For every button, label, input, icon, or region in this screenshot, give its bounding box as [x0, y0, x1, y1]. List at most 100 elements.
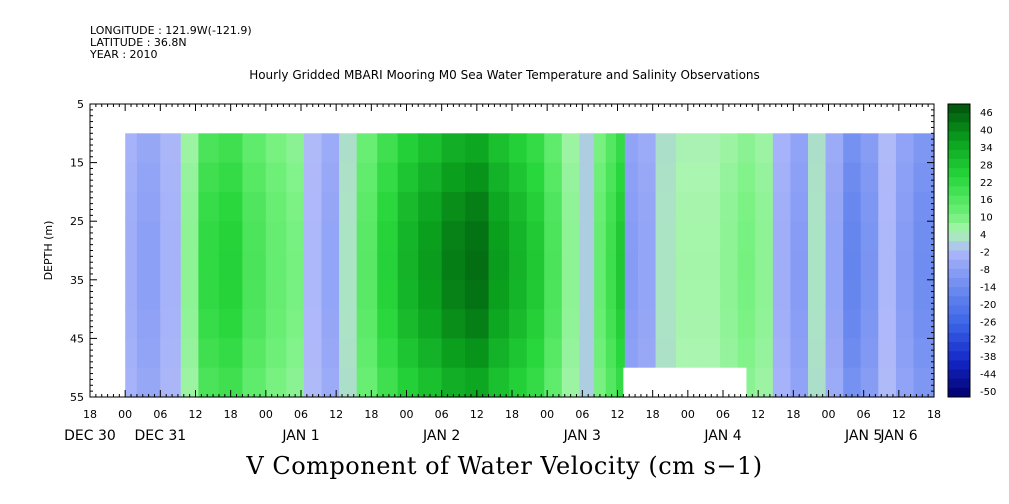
x-day-label: JAN 3 [563, 428, 601, 444]
heatmap-cell [579, 367, 595, 398]
heatmap-cell [544, 279, 563, 310]
heatmap-cell [638, 279, 657, 310]
heatmap-cell [878, 162, 897, 193]
heatmap-cell [594, 162, 607, 193]
heatmap-cell [198, 162, 220, 193]
heatmap-cell [356, 367, 378, 398]
heatmap-cell [655, 191, 677, 222]
heatmap-cell [594, 133, 607, 164]
latitude-label: LATITUDE : 36.8N [90, 36, 187, 49]
x-hour-label: 12 [611, 408, 625, 421]
heatmap-cell [441, 338, 466, 369]
heatmap-cell [638, 338, 657, 369]
heatmap-cell [160, 309, 182, 339]
heatmap-cell [160, 338, 182, 369]
heatmap-cell [755, 309, 774, 339]
heatmap-cell [878, 221, 897, 252]
heatmap-cell [790, 309, 809, 339]
heatmap-cell [526, 367, 545, 398]
heatmap-cell [808, 221, 827, 252]
heatmap-cell [843, 279, 862, 310]
heatmap-cell [895, 221, 915, 252]
colorbar-segment [948, 268, 970, 279]
heatmap-cell [579, 133, 595, 164]
heatmap-cell [339, 221, 358, 252]
heatmap-cell [265, 250, 287, 281]
y-tick-label: 45 [70, 332, 84, 345]
heatmap-cell [720, 133, 739, 164]
heatmap-cell [755, 162, 774, 193]
heatmap-cell [180, 191, 199, 222]
heatmap-cell [303, 250, 323, 281]
heatmap-cell [790, 250, 809, 281]
colorbar-segment [948, 387, 970, 398]
heatmap-cell [676, 309, 701, 339]
heatmap-cell [624, 162, 639, 193]
x-hour-label: 18 [786, 408, 800, 421]
heatmap-cell [895, 162, 915, 193]
heatmap-cell [286, 191, 305, 222]
x-hour-label: 00 [259, 408, 273, 421]
heatmap-cell [808, 191, 827, 222]
heatmap-cell [356, 191, 378, 222]
colorbar-label: -14 [980, 282, 996, 293]
heatmap-cell [488, 338, 510, 369]
heatmap-cell [242, 338, 267, 369]
heatmap-cell [699, 133, 721, 164]
heatmap-cell [860, 309, 879, 339]
heatmap-cell [465, 250, 490, 281]
heatmap-cell [913, 133, 935, 164]
heatmap-cell [339, 162, 358, 193]
heatmap-cell [488, 309, 510, 339]
heatmap-cell [377, 191, 399, 222]
x-hour-label: 12 [751, 408, 765, 421]
x-day-label: DEC 31 [134, 428, 186, 444]
heatmap-cell [125, 250, 138, 281]
heatmap-cell [594, 367, 607, 398]
heatmap-cell [544, 191, 563, 222]
heatmap-cell [526, 279, 545, 310]
heatmap-cell [544, 309, 563, 339]
colorbar-segment [948, 204, 970, 215]
heatmap-cell [339, 191, 358, 222]
heatmap-cell [676, 162, 701, 193]
heatmap-cell [198, 221, 220, 252]
heatmap-cell [544, 133, 563, 164]
heatmap-cell [561, 338, 580, 369]
heatmap-cell [605, 279, 617, 310]
heatmap-cell [160, 250, 182, 281]
heatmap-cell [594, 221, 607, 252]
heatmap-cell [321, 309, 340, 339]
heatmap-cell [579, 279, 595, 310]
x-hour-label: 00 [540, 408, 554, 421]
heatmap-cell [198, 309, 220, 339]
heatmap-cell [418, 162, 443, 193]
colorbar-segment [948, 351, 970, 361]
heatmap-cell [913, 309, 935, 339]
heatmap-cell [561, 367, 580, 398]
heatmap-cell [605, 133, 617, 164]
heatmap-cell [339, 338, 358, 369]
heatmap-cell [638, 133, 657, 164]
heatmap-cell [125, 162, 138, 193]
heatmap-cell [699, 191, 721, 222]
heatmap-cell [790, 221, 809, 252]
heatmap-cell [418, 221, 443, 252]
heatmap-cell [843, 162, 862, 193]
heatmap-cell [699, 338, 721, 369]
heatmap-cell [755, 338, 774, 369]
heatmap-cell [616, 250, 626, 281]
heatmap-cell [755, 221, 774, 252]
heatmap-cell [605, 162, 617, 193]
heatmap-cell [397, 338, 419, 369]
x-day-label: JAN 6 [879, 428, 917, 444]
heatmap-cell [878, 133, 897, 164]
heatmap-cell [465, 133, 490, 164]
heatmap-cell [808, 250, 827, 281]
colorbar-label: -8 [980, 265, 990, 276]
heatmap-cell [737, 309, 756, 339]
heatmap-cell [737, 191, 756, 222]
heatmap-cell [303, 191, 323, 222]
heatmap-cell [655, 162, 677, 193]
heatmap-cell [488, 191, 510, 222]
